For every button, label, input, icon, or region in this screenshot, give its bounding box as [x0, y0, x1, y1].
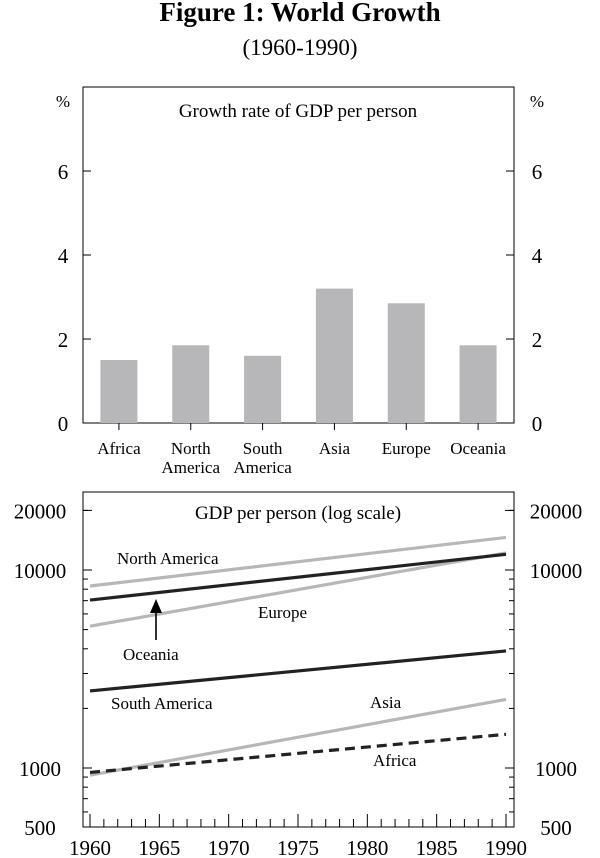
line-y-tick-label-right: 20000: [530, 499, 583, 523]
line-y-tick-label-right: 500: [540, 816, 572, 840]
line-x-tick-label: 1960: [69, 836, 111, 858]
line-x-tick-label: 1980: [346, 836, 388, 858]
bar-x-tick-label: Asia: [319, 439, 351, 458]
bar-x-tick-label: America: [233, 458, 292, 477]
line-y-tick-label-right: 10000: [530, 559, 583, 583]
bar-chart-unit-left: %: [56, 92, 70, 111]
bar-chart-frame: [82, 86, 515, 424]
line-chart-title: GDP per person (log scale): [195, 503, 401, 524]
line-chart: 500 500 1000 1000 10000 10000 20000 20000 1960 19…: [14, 499, 583, 858]
bar-x-tick-label: America: [161, 458, 220, 477]
oceania-arrow-head: [150, 599, 162, 613]
line-x-tick-label: 1965: [138, 836, 180, 858]
bar-oceania: [459, 345, 497, 423]
label-oceania: Oceania: [123, 645, 179, 664]
bar-y-tick-label-right: 0: [532, 412, 543, 436]
line-y-tick-label-left: 20000: [14, 499, 67, 523]
series-africa: [89, 732, 507, 775]
bar-y-tick-label-right: 6: [532, 160, 543, 184]
figure-subtitle: (1960-1990): [242, 35, 358, 60]
line-y-tick-label-right: 1000: [535, 757, 577, 781]
bar-africa: [100, 360, 138, 423]
line-x-tick-label: 1970: [208, 836, 250, 858]
bar-y-tick-label-left: 2: [58, 328, 69, 352]
bar-chart-title: Growth rate of GDP per person: [179, 101, 418, 122]
label-africa: Africa: [373, 751, 417, 770]
bar-south-america: [244, 355, 282, 423]
label-south-america: South America: [111, 694, 213, 713]
bar-x-tick-label: South: [243, 439, 283, 458]
line-y-tick-label-left: 10000: [14, 559, 67, 583]
line-y-tick-label-left: 500: [24, 816, 56, 840]
bar-y-tick-label-right: 2: [532, 328, 543, 352]
bar-y-tick-label-left: 6: [58, 160, 69, 184]
series-europe: [89, 551, 507, 628]
bar-asia: [315, 288, 353, 423]
line-x-tick-label: 1990: [485, 836, 527, 858]
label-asia: Asia: [370, 693, 402, 712]
bar-x-tick-label: Europe: [382, 439, 431, 458]
figure-title: Figure 1: World Growth: [159, 0, 441, 27]
bar-y-tick-label-left: 0: [58, 412, 69, 436]
bar-chart-unit-right: %: [530, 92, 544, 111]
bar-x-tick-label: North: [171, 439, 211, 458]
line-x-tick-label: 1975: [277, 836, 319, 858]
bar-x-tick-label: Africa: [97, 439, 141, 458]
bar-y-tick-label-right: 4: [532, 244, 543, 268]
series-south-america: [89, 649, 507, 693]
series-north-america: [89, 535, 507, 588]
label-europe: Europe: [258, 603, 307, 622]
bar-y-tick-label-left: 4: [58, 244, 69, 268]
bar-north-america: [172, 345, 210, 423]
bar-europe: [387, 303, 425, 423]
series-oceania: [89, 552, 507, 602]
series-asia: [89, 697, 507, 777]
bar-x-tick-label: Oceania: [450, 439, 506, 458]
label-north-america: North America: [117, 549, 219, 568]
line-x-tick-label: 1985: [416, 836, 458, 858]
line-y-tick-label-left: 1000: [19, 757, 61, 781]
